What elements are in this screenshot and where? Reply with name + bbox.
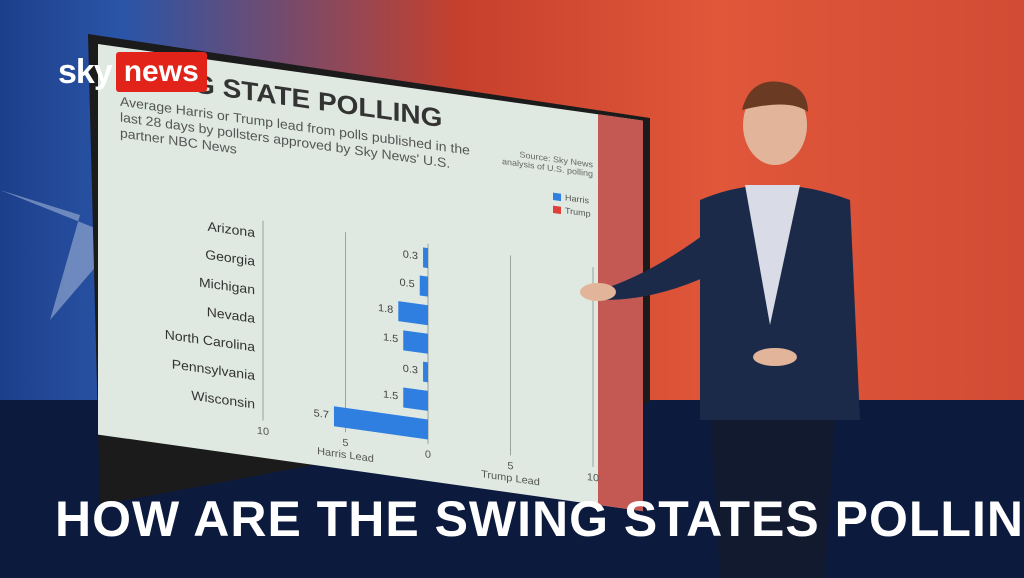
x-tick-label: 0 <box>425 449 431 461</box>
x-tick-label: 5 <box>507 460 513 472</box>
presenter-hand <box>580 283 616 301</box>
bar <box>403 330 428 353</box>
headline: HOW ARE THE SWING STATES POLLING? <box>55 490 1024 548</box>
value-label: 0.3 <box>403 249 418 263</box>
screen-edge <box>598 114 643 511</box>
presenter-hand <box>753 348 797 366</box>
logo: sky news <box>58 52 207 92</box>
bar <box>403 387 428 410</box>
value-label: 1.8 <box>378 302 393 316</box>
logo-brand: sky <box>58 53 112 92</box>
bar <box>423 247 428 268</box>
value-label: 1.5 <box>383 332 398 346</box>
legend-swatch <box>553 206 561 215</box>
logo-product: news <box>116 52 207 92</box>
video-frame: SWING STATE POLLING Average Harris or Tr… <box>0 0 1024 578</box>
value-label: 5.7 <box>314 408 329 422</box>
x-tick-label: 10 <box>257 425 269 438</box>
bar <box>420 276 428 297</box>
chart: SWING STATE POLLING Average Harris or Tr… <box>98 44 643 511</box>
value-label: 0.3 <box>403 363 418 377</box>
value-label: 0.5 <box>399 277 414 291</box>
value-label: 1.5 <box>383 389 398 403</box>
legend-swatch <box>553 193 561 202</box>
x-tick-label: 5 <box>342 437 348 449</box>
bar <box>398 301 428 325</box>
bar <box>423 362 428 383</box>
x-tick-label: 10 <box>587 471 599 484</box>
